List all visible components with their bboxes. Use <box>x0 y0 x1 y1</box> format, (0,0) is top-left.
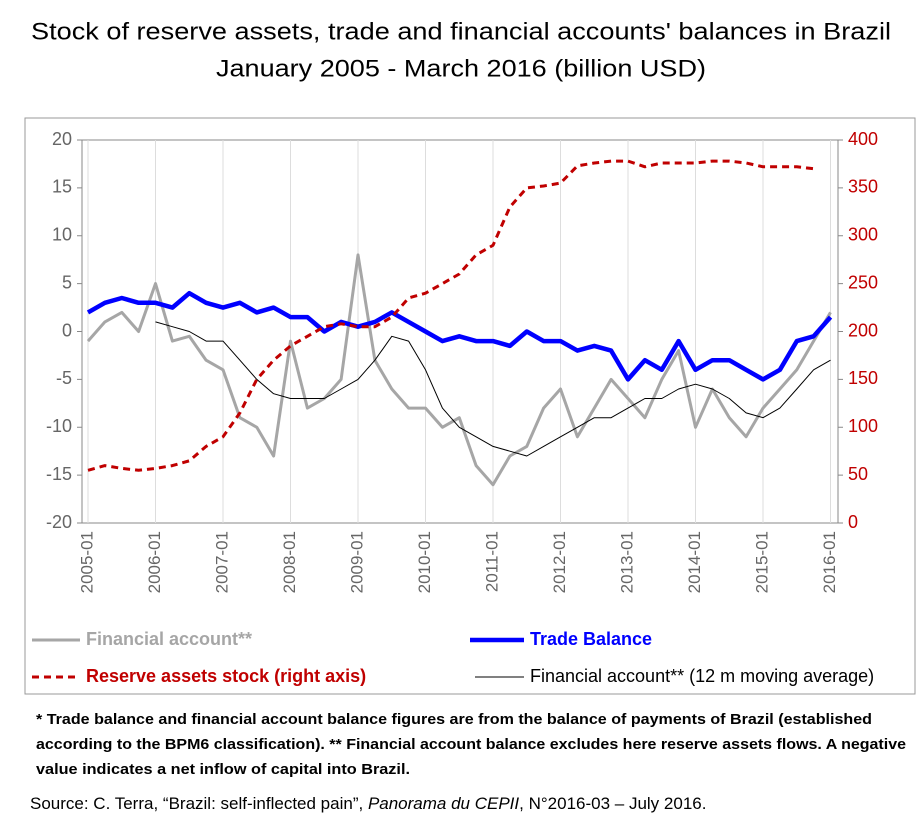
x-tick-label: 2008-01 <box>280 531 299 593</box>
y-tick-label: -10 <box>46 416 72 436</box>
y2-tick-label: 100 <box>848 416 878 436</box>
y2-tick-label: 50 <box>848 464 868 484</box>
note: * Trade balance and financial account ba… <box>36 711 872 728</box>
x-tick-label: 2007-01 <box>212 531 231 593</box>
note: value indicates a net inflow of capital … <box>36 761 410 778</box>
x-tick-label: 2016-01 <box>820 531 839 593</box>
x-tick-label: 2010-01 <box>415 531 434 593</box>
legend-label: Financial account** (12 m moving average… <box>530 666 874 686</box>
x-tick-label: 2009-01 <box>347 531 366 593</box>
chart-frame <box>24 117 916 695</box>
source-text: , N°2016-03 – July 2016. <box>519 794 706 813</box>
y2-tick-label: 300 <box>848 225 878 245</box>
series-line <box>86 253 832 487</box>
x-tick-label: 2006-01 <box>145 531 164 593</box>
x-tick-label: 2012-01 <box>550 531 569 593</box>
y2-tick-label: 350 <box>848 177 878 197</box>
y2-tick-label: 150 <box>848 368 878 388</box>
y-tick-label: -5 <box>56 368 72 388</box>
y-tick-label: 15 <box>52 177 72 197</box>
x-tick-label: 2014-01 <box>685 531 704 593</box>
note: according to the BPM6 classification). *… <box>36 736 906 753</box>
series-line <box>86 290 833 382</box>
series-line <box>155 321 831 457</box>
y-tick-label: 20 <box>52 129 72 149</box>
chart-title: January 2005 - March 2016 (billion USD) <box>216 55 706 82</box>
legend-label: Financial account** <box>86 629 252 649</box>
x-tick-label: 2011-01 <box>482 531 501 592</box>
y2-tick-label: 400 <box>848 129 878 149</box>
chart-title: Stock of reserve assets, trade and finan… <box>31 18 891 45</box>
y-tick-label: -20 <box>46 512 72 532</box>
y2-tick-label: 250 <box>848 272 878 292</box>
x-tick-label: 2013-01 <box>617 531 636 593</box>
legend-label: Trade Balance <box>530 629 652 649</box>
y-tick-label: -15 <box>46 464 72 484</box>
plot-area <box>81 139 839 524</box>
y-tick-label: 0 <box>62 320 72 340</box>
x-tick-label: 2015-01 <box>752 531 771 593</box>
source-text: Panorama du CEPII <box>368 794 519 813</box>
x-tick-label: 2005-01 <box>77 531 96 593</box>
y-tick-label: 5 <box>62 272 72 292</box>
y2-tick-label: 200 <box>848 320 878 340</box>
series-line <box>87 159 814 472</box>
legend-label: Reserve assets stock (right axis) <box>86 666 366 686</box>
source-text: Source: C. Terra, “Brazil: self-inflecte… <box>30 794 368 813</box>
y2-tick-label: 0 <box>848 512 858 532</box>
y-tick-label: 10 <box>52 225 72 245</box>
source: Source: C. Terra, “Brazil: self-inflecte… <box>30 794 706 813</box>
